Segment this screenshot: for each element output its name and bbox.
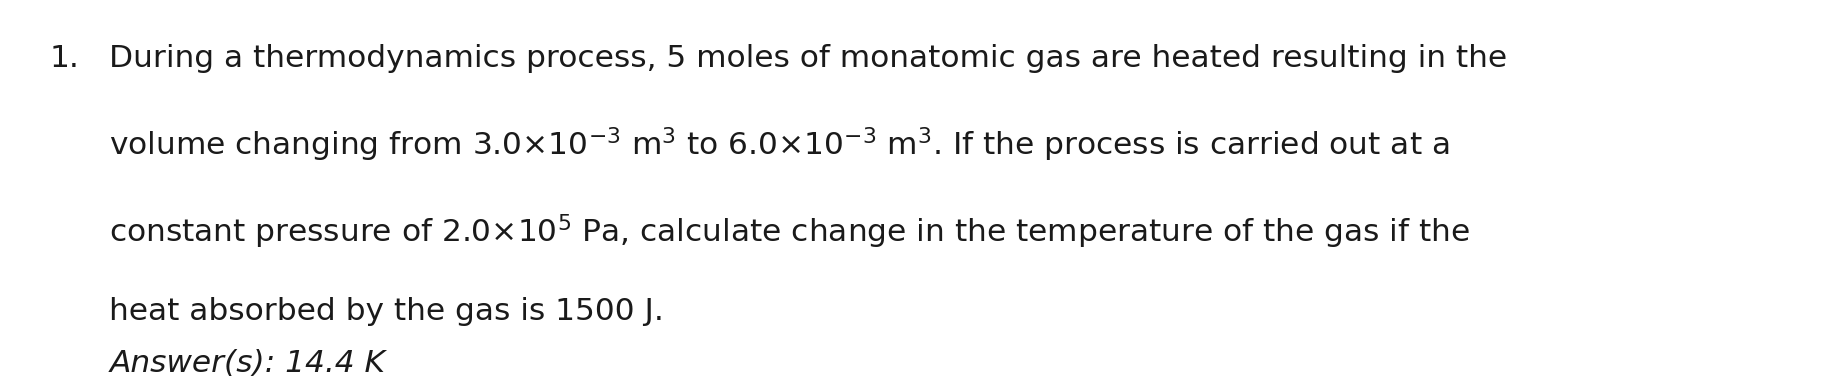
Text: volume changing from 3.0×10$^{-3}$ m$^{3}$ to 6.0×10$^{-3}$ m$^{3}$. If the proc: volume changing from 3.0×10$^{-3}$ m$^{3… xyxy=(109,126,1449,164)
Text: 1.: 1. xyxy=(49,44,78,73)
Text: During a thermodynamics process, 5 moles of monatomic gas are heated resulting i: During a thermodynamics process, 5 moles… xyxy=(109,44,1508,73)
Text: heat absorbed by the gas is 1500 J.: heat absorbed by the gas is 1500 J. xyxy=(109,297,664,325)
Text: Answer(s): 14.4 K: Answer(s): 14.4 K xyxy=(109,349,385,377)
Text: constant pressure of 2.0×10$^{5}$ Pa, calculate change in the temperature of the: constant pressure of 2.0×10$^{5}$ Pa, ca… xyxy=(109,213,1469,251)
